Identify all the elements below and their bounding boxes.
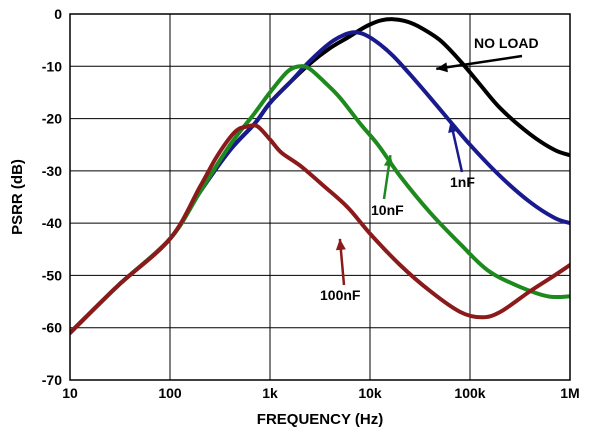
annotation-arrowhead [436, 62, 448, 73]
y-tick-label: -50 [42, 267, 62, 283]
y-tick-label: -20 [42, 111, 62, 127]
y-tick-labels: 0 -10 -20 -30 -40 -50 -60 -70 [42, 6, 62, 388]
x-tick-label: 100k [454, 385, 485, 401]
y-tick-label: -30 [42, 163, 62, 179]
x-tick-label: 1k [262, 385, 278, 401]
series-line-100nf [70, 123, 570, 335]
x-tick-labels: 10 100 1k 10k 100k 1M [62, 385, 580, 401]
annotation-arrowhead [448, 121, 458, 134]
annotations: NO LOAD 1nF 10nF 100nF [320, 35, 539, 303]
y-tick-label: -70 [42, 372, 62, 388]
annotation-label: 100nF [320, 287, 361, 303]
annotation-arrowhead [383, 155, 394, 167]
annotation-label: 10nF [371, 202, 404, 218]
series-lines [70, 17, 570, 335]
x-tick-label: 1M [560, 385, 579, 401]
series-line-10nf [70, 64, 570, 335]
x-tick-label: 100 [158, 385, 182, 401]
plot-frame [69, 13, 571, 381]
annotation-arrow [436, 54, 523, 71]
annotation-label: NO LOAD [474, 35, 539, 51]
y-axis-label: PSRR (dB) [9, 159, 26, 235]
y-tick-label: -60 [42, 320, 62, 336]
y-tick-label: -10 [42, 58, 62, 74]
y-tick-label: 0 [54, 6, 62, 22]
plot-background [70, 14, 570, 380]
x-tick-label: 10 [62, 385, 78, 401]
annotation-label: 1nF [450, 174, 475, 190]
x-axis-label: FREQUENCY (Hz) [257, 411, 383, 428]
y-tick-label: -40 [42, 215, 62, 231]
x-tick-label: 10k [358, 385, 382, 401]
annotation-arrowhead [335, 238, 346, 251]
